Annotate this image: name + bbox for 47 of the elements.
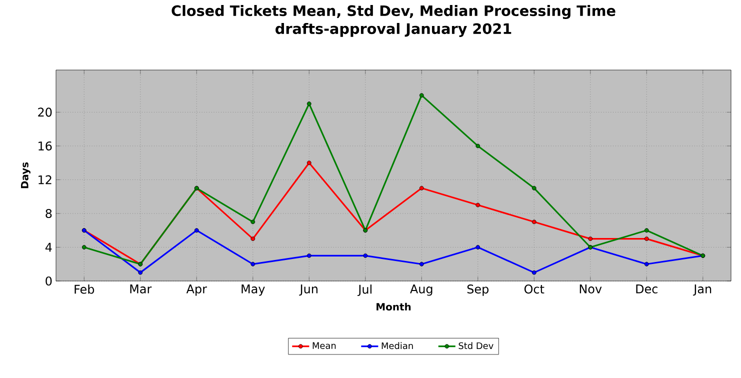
chart-title: Closed Tickets Mean, Std Dev, Median Processing Time drafts-approval January 2021 <box>172 5 616 37</box>
x-tick-label: Jun <box>299 284 318 296</box>
point <box>306 102 312 106</box>
point <box>644 228 649 233</box>
point <box>419 186 424 190</box>
point <box>250 262 256 266</box>
point <box>588 236 593 241</box>
x-tick-label: Jul <box>358 284 372 296</box>
point <box>138 270 143 275</box>
legend-label: Mean <box>312 342 336 349</box>
y-axis-title: Days <box>21 162 30 188</box>
point <box>419 93 424 98</box>
point <box>82 245 86 250</box>
legend-label: Median <box>382 342 413 350</box>
point <box>532 186 536 190</box>
y-tick-label: 12 <box>38 175 52 184</box>
x-tick-label: Oct <box>524 284 544 294</box>
point <box>476 245 480 250</box>
x-tick-label: Aug <box>410 284 432 296</box>
x-tick-label: Apr <box>186 284 207 296</box>
x-tick-label: Feb <box>74 284 94 294</box>
point <box>194 228 199 233</box>
x-tick-label: May <box>242 284 265 296</box>
x-axis-title: Month <box>376 302 411 311</box>
y-tick-label: 0 <box>46 276 52 286</box>
x-tick-label: Nov <box>580 284 602 294</box>
point <box>419 262 424 266</box>
point <box>306 160 312 166</box>
y-tick-label: 8 <box>46 208 52 218</box>
x-tick-label: Sep <box>467 284 488 296</box>
y-tick-label: 16 <box>38 141 52 150</box>
legend-label: Std Dev <box>458 342 494 350</box>
x-tick-label: Dec <box>636 284 658 294</box>
point <box>250 236 256 241</box>
point <box>532 220 536 224</box>
x-tick-label: Jan <box>693 284 712 296</box>
point <box>476 202 480 208</box>
point <box>363 253 368 258</box>
point <box>644 236 649 241</box>
point <box>476 144 480 148</box>
x-tick-label: Mar <box>130 284 152 294</box>
y-tick-label: 4 <box>45 242 52 252</box>
y-tick-label: 20 <box>38 108 52 117</box>
point <box>532 270 536 275</box>
point <box>644 262 649 266</box>
point <box>250 220 256 224</box>
point <box>306 253 312 258</box>
